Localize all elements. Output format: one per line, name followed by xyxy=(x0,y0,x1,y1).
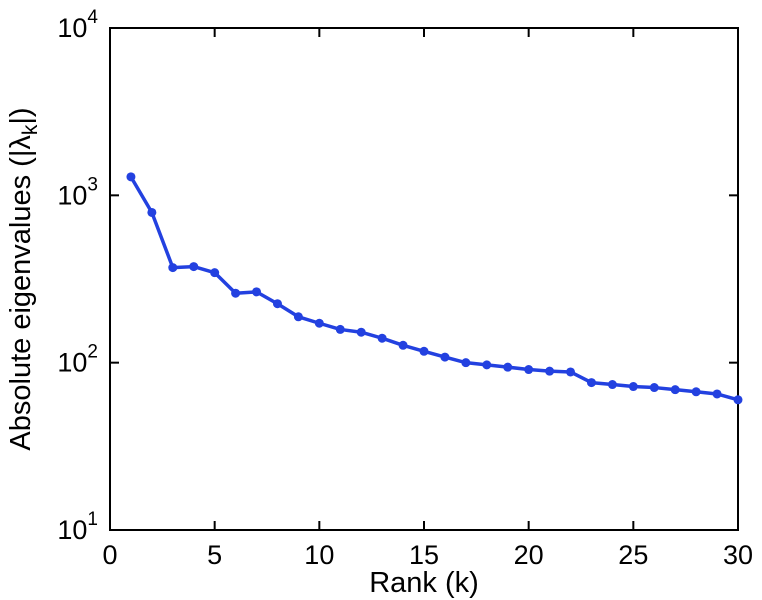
data-point-marker xyxy=(586,378,596,388)
data-point-marker xyxy=(147,207,157,217)
data-point-marker xyxy=(314,318,324,328)
y-axis-label: Absolute eigenvalues (|λk|) xyxy=(5,107,42,450)
data-point-marker xyxy=(482,360,492,370)
data-point-marker xyxy=(231,288,241,298)
y-tick-label: 104 xyxy=(57,7,98,43)
data-point-marker xyxy=(524,365,534,375)
data-point-marker xyxy=(712,389,722,399)
x-axis-label: Rank (k) xyxy=(369,567,479,599)
x-tick-label: 20 xyxy=(514,540,544,570)
y-tick-label: 101 xyxy=(57,509,98,545)
data-point-marker xyxy=(356,327,366,337)
x-tick-label: 10 xyxy=(304,540,334,570)
data-point-marker xyxy=(168,263,178,273)
data-point-marker xyxy=(398,340,408,350)
data-point-marker xyxy=(189,262,199,272)
data-point-marker xyxy=(503,362,513,372)
data-point-marker xyxy=(461,358,471,368)
x-tick-label: 15 xyxy=(409,540,439,570)
x-tick-label: 0 xyxy=(102,540,117,570)
data-point-marker xyxy=(691,387,701,397)
data-point-marker xyxy=(210,268,220,278)
data-point-marker xyxy=(335,324,345,334)
data-point-marker xyxy=(293,312,303,322)
data-point-marker xyxy=(440,352,450,362)
data-point-marker xyxy=(545,366,555,376)
data-point-marker xyxy=(670,385,680,395)
data-point-marker xyxy=(126,172,136,182)
data-point-marker xyxy=(377,333,387,343)
data-point-marker xyxy=(733,395,743,405)
axis-box xyxy=(109,27,739,531)
x-tick-label: 5 xyxy=(207,540,222,570)
y-tick-label: 103 xyxy=(57,174,98,210)
x-tick-label: 30 xyxy=(723,540,753,570)
data-point-marker xyxy=(566,367,576,377)
data-point-marker xyxy=(649,383,659,393)
data-point-marker xyxy=(607,380,617,390)
eigenvalue-line xyxy=(129,175,740,402)
data-point-marker xyxy=(628,382,638,392)
x-tick-label: 25 xyxy=(618,540,648,570)
data-point-marker xyxy=(272,299,282,309)
y-tick-label: 102 xyxy=(57,342,98,378)
data-point-marker xyxy=(252,287,262,297)
data-point-marker xyxy=(419,346,429,356)
